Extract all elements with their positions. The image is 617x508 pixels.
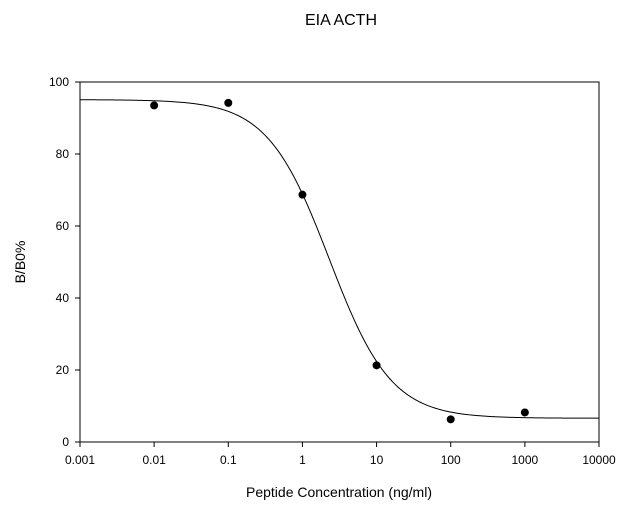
x-axis-label: Peptide Concentration (ng/ml): [246, 484, 432, 500]
data-point: [520, 408, 529, 417]
data-point: [446, 415, 455, 424]
x-tick-label: 100: [441, 453, 461, 467]
y-tick-label: 40: [56, 291, 70, 305]
data-point: [150, 101, 159, 110]
y-tick-label: 100: [49, 75, 69, 89]
y-tick-label: 0: [62, 435, 69, 449]
x-tick-label: 0.1: [220, 453, 237, 467]
fit-curve: [79, 99, 600, 419]
y-tick-label: 60: [56, 219, 70, 233]
x-tick-label: 10: [370, 453, 384, 467]
data-point: [372, 361, 381, 370]
x-axis: 0.001 0.01 0.1 1 10 100 1000 10000: [65, 442, 616, 467]
x-tick-label: 0.001: [65, 453, 95, 467]
x-tick-label: 1: [299, 453, 306, 467]
x-tick-label: 0.01: [142, 453, 166, 467]
plot-frame: [79, 81, 600, 443]
data-point: [224, 98, 233, 107]
y-tick-label: 80: [56, 147, 70, 161]
x-tick-label: 10000: [582, 453, 616, 467]
y-axis: 0 20 40 60 80 100: [49, 75, 80, 449]
chart-title: EIA ACTH: [305, 12, 377, 29]
data-points: [150, 98, 529, 424]
data-point: [298, 190, 307, 199]
y-tick-label: 20: [56, 363, 70, 377]
x-tick-label: 1000: [512, 453, 539, 467]
y-axis-label: B/B0%: [12, 241, 28, 284]
